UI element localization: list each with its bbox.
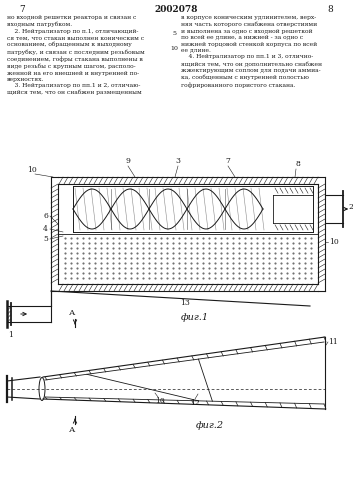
Text: 11: 11 <box>328 338 338 346</box>
Text: 4: 4 <box>43 225 48 233</box>
Text: 1: 1 <box>8 331 13 339</box>
Text: А: А <box>69 426 75 434</box>
Text: 2: 2 <box>348 203 353 211</box>
Text: 7: 7 <box>19 5 25 14</box>
Text: 9: 9 <box>126 157 131 165</box>
Text: 13: 13 <box>180 299 190 307</box>
Text: 8: 8 <box>295 160 300 168</box>
Text: 10: 10 <box>155 397 165 405</box>
Text: А: А <box>69 309 75 317</box>
Text: 8: 8 <box>327 5 333 14</box>
Text: 10: 10 <box>170 45 178 50</box>
Text: фиг.2: фиг.2 <box>196 421 224 430</box>
Text: 6: 6 <box>43 212 48 220</box>
Text: 12: 12 <box>190 399 200 407</box>
Text: но входной решетки реактора и связан с
входным патрубком.
    2. Нейтрализатор п: но входной решетки реактора и связан с в… <box>7 15 145 95</box>
Text: 5: 5 <box>43 235 48 243</box>
Text: 10: 10 <box>27 166 37 174</box>
Text: фиг.1: фиг.1 <box>181 313 209 322</box>
Text: в корпусе коническим удлинителем, верх-
няя часть которого снабжена отверстиями
: в корпусе коническим удлинителем, верх- … <box>181 15 322 87</box>
Text: 3: 3 <box>175 157 180 165</box>
Text: 10: 10 <box>329 238 339 246</box>
Text: 7: 7 <box>226 157 231 165</box>
Text: 5: 5 <box>172 30 176 35</box>
Text: 2002078: 2002078 <box>154 5 198 14</box>
